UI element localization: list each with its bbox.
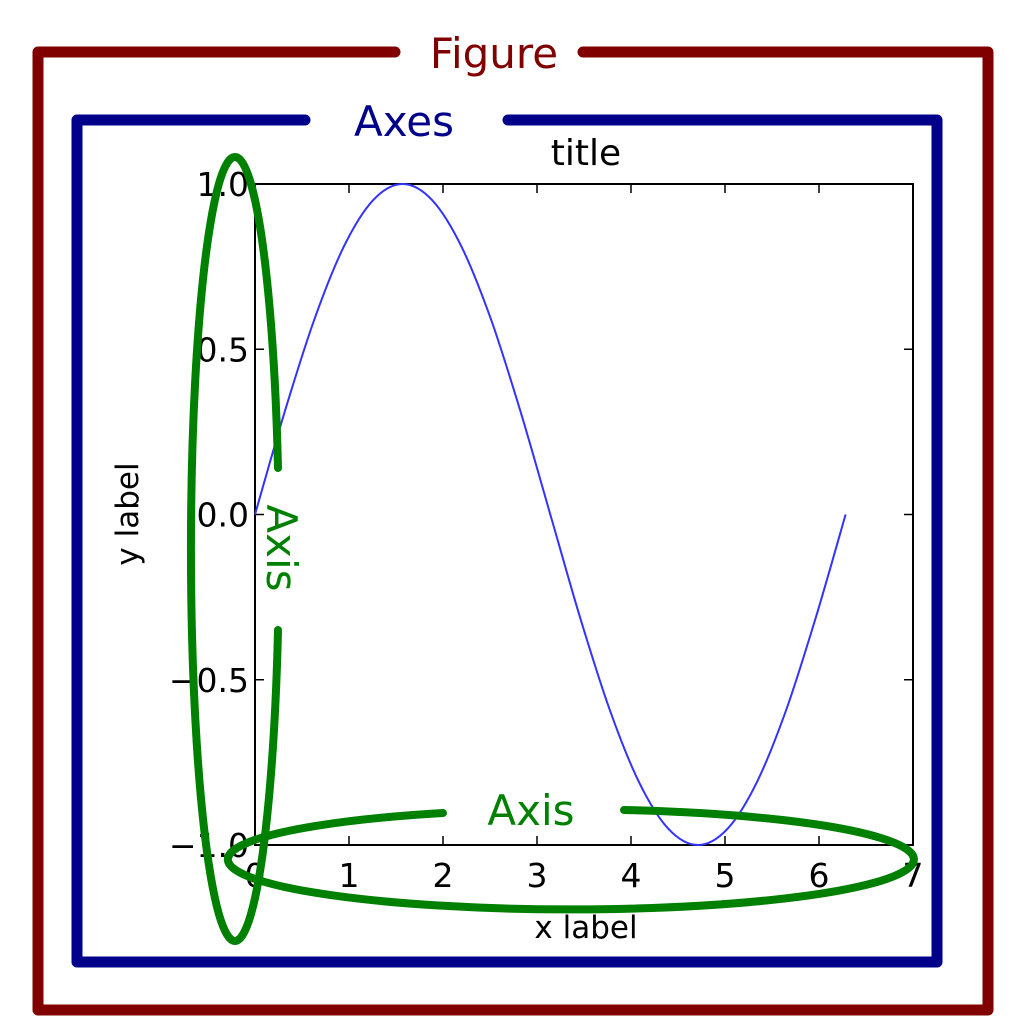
x-axis-annotation: Axis [487, 786, 574, 835]
x-tick-label: 6 [809, 856, 830, 895]
plot-frame [254, 183, 914, 846]
x-tick-label: 2 [433, 856, 454, 895]
x-axis-label: x label [534, 910, 637, 946]
x-tick-label: 5 [715, 856, 736, 895]
y-axis-annotation: Axis [257, 504, 306, 591]
x-tick-label: 4 [621, 856, 642, 895]
axes-frame [71, 114, 943, 968]
figure-frame [32, 46, 994, 1016]
y-tick-label: 0.5 [197, 330, 249, 369]
figure-annotation: Figure [430, 29, 558, 78]
chart-title: title [551, 133, 621, 174]
axes-annotation: Axes [354, 97, 454, 146]
series-sin-line [254, 182, 847, 847]
y-tick-label: −0.5 [169, 661, 249, 700]
y-axis-highlight-ellipse [186, 153, 282, 945]
x-axis-highlight-ellipse [223, 806, 918, 914]
y-tick-label: 0.0 [197, 496, 249, 535]
y-axis-label: y label [110, 462, 146, 565]
x-tick-label: 1 [339, 856, 360, 895]
x-tick-label: 3 [527, 856, 548, 895]
